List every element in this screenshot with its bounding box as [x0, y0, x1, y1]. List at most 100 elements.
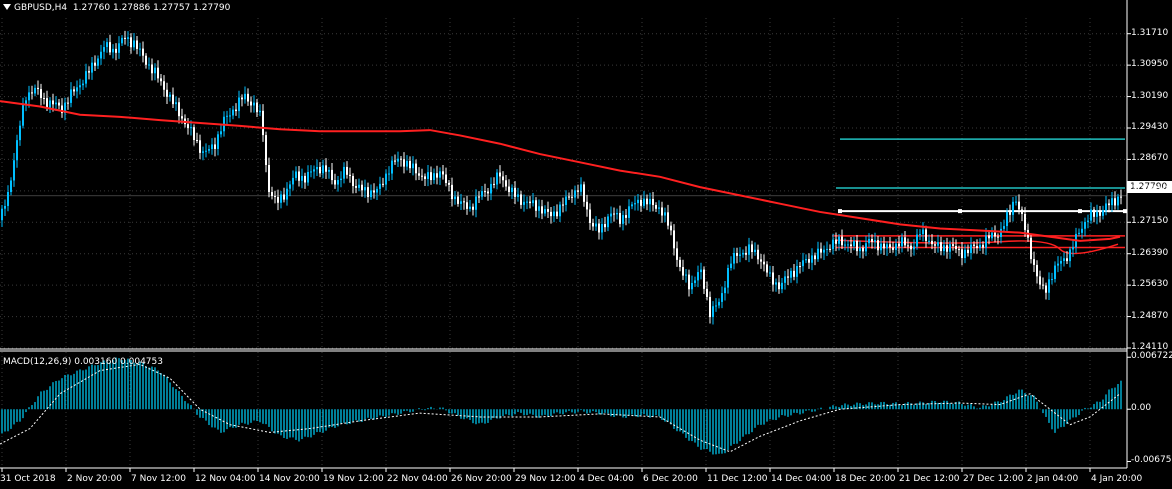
candle-body [151, 64, 153, 74]
ma-line [0, 100, 1121, 242]
candle-body [667, 212, 669, 226]
time-tick-label: 4 Jan 20:00 [1091, 474, 1143, 484]
candle-body [736, 252, 738, 256]
candle-body [604, 224, 606, 228]
candle-body [988, 235, 990, 239]
candle-body [976, 245, 978, 249]
candle-body [733, 252, 735, 264]
candle-body [616, 213, 618, 215]
candle-body [574, 190, 576, 198]
candle-body [274, 196, 276, 198]
candle-body [637, 199, 639, 204]
candle-body [775, 282, 777, 285]
candle-body [292, 177, 294, 185]
candle-body [64, 102, 66, 114]
candle-body [208, 149, 210, 151]
candle-body [1102, 210, 1104, 216]
candle-body [994, 232, 996, 237]
candle-body [586, 201, 588, 210]
candle-body [685, 274, 687, 276]
candle-body [199, 140, 201, 153]
candle-body [394, 160, 396, 162]
candle-body [163, 81, 165, 90]
candle-body [94, 62, 96, 66]
candle-body [250, 101, 252, 106]
price-candles [1, 30, 1122, 325]
candle-body [430, 172, 432, 181]
candle-body [196, 139, 198, 141]
macd-tick-label: -0.006756 [1131, 455, 1172, 466]
candle-body [772, 272, 774, 285]
time-tick-label: 27 Dec 12:00 [963, 474, 1024, 484]
candle-body [277, 196, 279, 203]
candle-body [103, 47, 105, 52]
time-tick-label: 19 Nov 12:00 [323, 474, 384, 484]
candle-body [1, 208, 3, 221]
candle-body [352, 176, 354, 187]
candle-body [871, 238, 873, 242]
candle-body [826, 248, 828, 250]
candle-body [1051, 279, 1053, 281]
candle-body [841, 236, 843, 246]
candle-body [742, 252, 744, 255]
candle-body [124, 37, 126, 39]
candle-body [247, 93, 249, 102]
candle-body [985, 235, 987, 248]
candle-body [1093, 209, 1095, 217]
price-tick-label: 1.28670 [1131, 153, 1169, 164]
candle-body [391, 160, 393, 174]
candle-body [829, 248, 831, 250]
candle-body [412, 163, 414, 169]
candle-body [73, 89, 75, 92]
candle-body [688, 274, 690, 290]
candle-body [535, 200, 537, 211]
candle-body [454, 196, 456, 200]
candle-body [316, 166, 318, 170]
candle-body [679, 259, 681, 268]
candle-body [343, 166, 345, 179]
candle-body [547, 209, 549, 212]
candle-body [1021, 209, 1023, 214]
candle-body [751, 244, 753, 253]
time-tick-label: 29 Nov 12:00 [515, 474, 576, 484]
candle-body [1018, 201, 1020, 210]
candle-body [424, 176, 426, 179]
candle-body [691, 282, 693, 290]
candle-body [127, 37, 129, 39]
candle-body [832, 239, 834, 250]
candle-body [850, 244, 852, 247]
candle-body [523, 201, 525, 205]
dropdown-icon[interactable] [3, 4, 11, 10]
candle-body [448, 182, 450, 185]
candle-body [121, 37, 123, 44]
candle-body [319, 166, 321, 174]
candle-body [325, 165, 327, 172]
candle-body [856, 240, 858, 252]
candle-body [109, 42, 111, 53]
candle-body [1090, 209, 1092, 221]
candle-body [220, 131, 222, 135]
time-tick-label: 7 Nov 12:00 [131, 474, 186, 484]
candle-body [958, 249, 960, 251]
candle-body [706, 288, 708, 297]
candle-body [640, 199, 642, 206]
candle-body [1063, 258, 1065, 261]
candle-body [892, 247, 894, 250]
candle-body [400, 158, 402, 160]
candle-body [157, 67, 159, 79]
candle-body [916, 234, 918, 247]
candle-body [1000, 228, 1002, 237]
candle-body [349, 174, 351, 177]
candle-body [238, 97, 240, 112]
candle-body [646, 198, 648, 205]
candle-body [745, 252, 747, 255]
candle-body [148, 64, 150, 66]
candle-body [334, 180, 336, 185]
candle-body [298, 171, 300, 181]
candle-body [568, 196, 570, 198]
candle-body [1039, 276, 1041, 285]
price-tick-label: 1.30950 [1131, 59, 1169, 70]
candle-body [553, 211, 555, 217]
candle-body [910, 245, 912, 250]
